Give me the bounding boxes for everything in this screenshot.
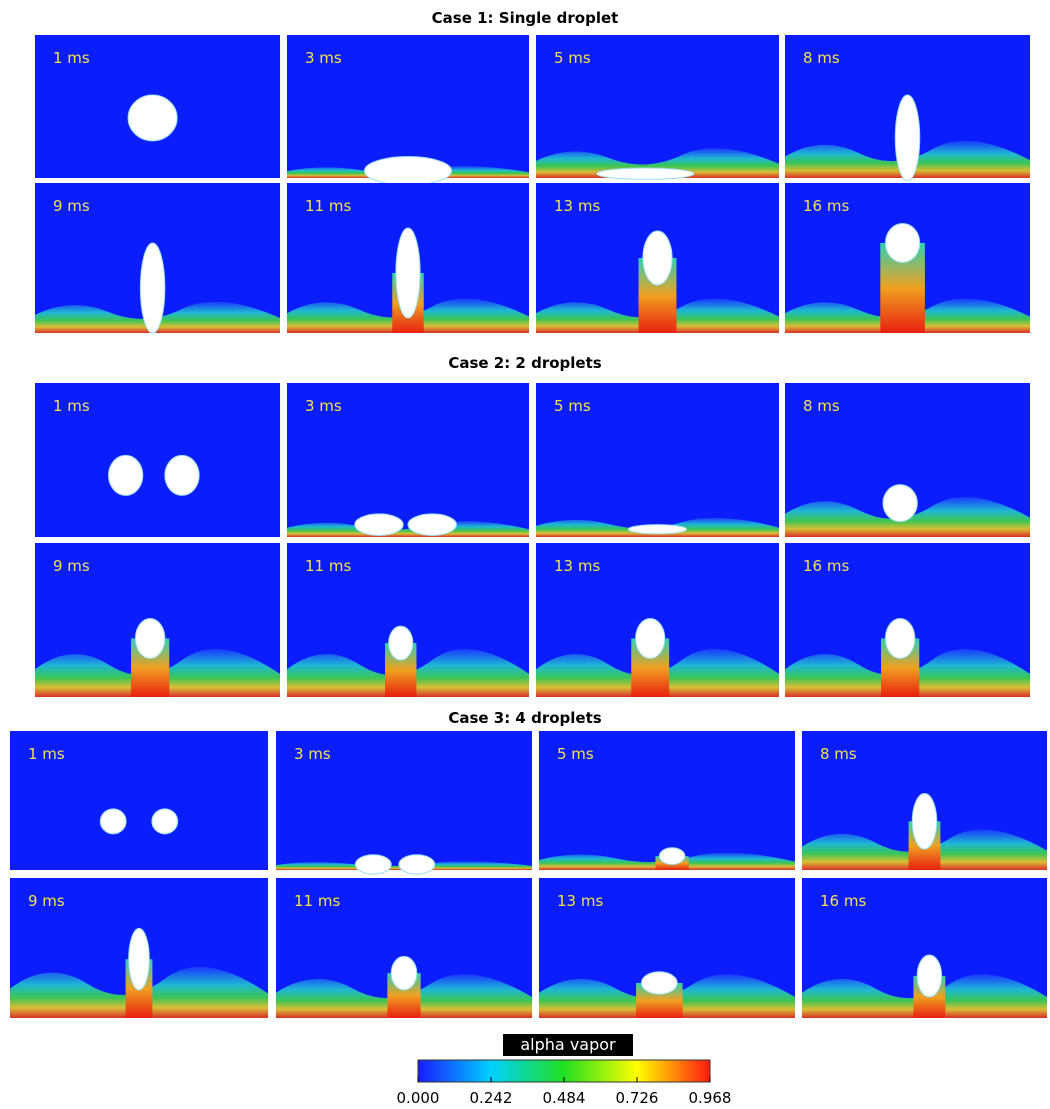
snapshot-panel: 3 ms [276,731,532,875]
snapshot-panel: 1 ms [35,383,280,537]
droplet [151,808,179,835]
vapor-band [287,520,529,537]
time-label: 16 ms [803,197,849,215]
droplet [884,223,921,263]
snapshot-panel: 11 ms [287,183,529,333]
droplet [134,617,166,659]
droplet [916,954,943,998]
time-label: 8 ms [803,49,840,67]
time-label: 13 ms [554,197,600,215]
panel-background [539,731,795,870]
snapshot-panel: 8 ms [802,731,1047,870]
droplet [388,625,414,661]
snapshot-panel: 1 ms [35,35,280,178]
panel-background [10,731,268,870]
snapshot-panel: 11 ms [287,543,529,697]
droplet [596,167,695,180]
droplet [407,513,457,536]
snapshot-panel: 9 ms [35,543,280,697]
snapshot-panel: 5 ms [536,383,779,537]
snapshot-panel: 8 ms [785,35,1030,182]
time-label: 13 ms [554,557,600,575]
snapshot-panel: 13 ms [536,543,779,697]
time-label: 1 ms [28,745,65,763]
time-label: 8 ms [803,397,840,415]
case-title: Case 3: 4 droplets [448,709,601,727]
droplet [882,484,918,523]
snapshot-panel: 9 ms [10,878,268,1018]
time-label: 5 ms [554,397,591,415]
droplet [658,847,686,865]
time-label: 3 ms [305,49,342,67]
time-label: 5 ms [557,745,594,763]
time-label: 5 ms [554,49,591,67]
droplet [642,230,673,286]
colorbar-tick-label: 0.968 [689,1089,732,1107]
time-label: 11 ms [305,197,351,215]
droplet [354,513,404,536]
panel-background [287,35,529,178]
snapshot-panel: 13 ms [539,878,795,1018]
time-label: 11 ms [305,557,351,575]
droplet [390,955,418,991]
droplet [640,971,678,995]
case-title: Case 1: Single droplet [432,9,619,27]
snapshot-panel: 11 ms [276,878,532,1018]
colorbar-tick-label: 0.242 [470,1089,513,1107]
droplet [139,242,166,334]
droplet [911,793,938,850]
snapshot-panel: 5 ms [536,35,779,180]
droplet [108,454,144,496]
time-label: 16 ms [820,892,866,910]
droplet [398,854,436,875]
droplet [128,927,150,991]
time-label: 3 ms [305,397,342,415]
droplet [884,617,916,659]
time-label: 13 ms [557,892,603,910]
vapor-band [536,148,779,178]
time-label: 16 ms [803,557,849,575]
time-label: 9 ms [28,892,65,910]
snapshot-panel: 1 ms [10,731,268,870]
time-label: 11 ms [294,892,340,910]
droplet [354,854,392,875]
time-label: 1 ms [53,49,90,67]
colorbar-tick-label: 0.000 [397,1089,440,1107]
droplet [127,94,178,142]
colorbar-tick-label: 0.484 [543,1089,586,1107]
droplet [627,524,688,535]
snapshot-panel: 13 ms [536,183,779,333]
snapshot-panel: 16 ms [802,878,1047,1018]
snapshot-panel: 3 ms [287,35,529,186]
snapshot-panel: 16 ms [785,543,1030,697]
droplet [164,454,200,496]
panel-background [536,383,779,537]
time-label: 1 ms [53,397,90,415]
snapshot-panel: 16 ms [785,183,1030,333]
snapshot-panel: 5 ms [539,731,795,870]
time-label: 3 ms [294,745,331,763]
time-label: 9 ms [53,197,90,215]
snapshot-panel: 8 ms [785,383,1030,537]
time-label: 9 ms [53,557,90,575]
snapshot-panel: 9 ms [35,183,280,334]
droplet [395,227,421,319]
case-title: Case 2: 2 droplets [448,354,601,372]
droplet [99,808,127,835]
snapshot-panel: 3 ms [287,383,529,537]
panel-background [276,731,532,870]
panel-background [287,383,529,537]
colorbar-title: alpha vapor [520,1035,616,1054]
droplet [635,617,666,659]
colorbar-tick-label: 0.726 [616,1089,659,1107]
colorbar-title-box [503,1034,633,1056]
panel-background [35,383,280,537]
droplet [363,156,453,186]
droplet [894,94,921,182]
time-label: 8 ms [820,745,857,763]
